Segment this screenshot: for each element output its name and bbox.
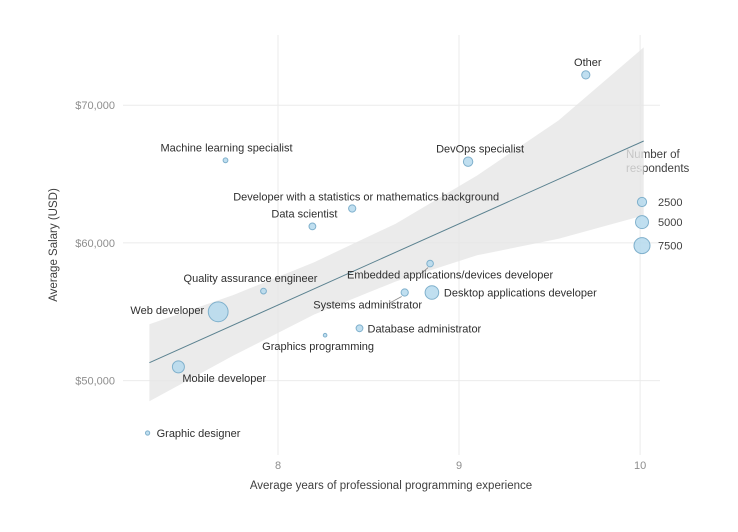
label-connector [420,267,429,274]
x-tick-label: 9 [456,460,462,472]
data-point-label: Data scientist [271,208,337,220]
x-tick-label: 8 [275,460,281,472]
legend-size-circle [633,237,651,255]
data-point-label: Graphics programming [262,341,374,353]
data-point-label: Mobile developer [182,373,266,385]
data-point-bubble [355,324,364,333]
data-point-bubble [400,288,409,297]
data-point-bubble [426,259,434,268]
data-point-label: Web developer [130,305,204,317]
data-point-bubble [462,156,474,167]
data-point-label: Database administrator [368,323,482,335]
label-connector [388,296,402,304]
data-point-label: Systems administrator [313,300,422,312]
y-tick-label: $60,000 [75,238,115,250]
trend-line [149,140,644,364]
data-point-label: Desktop applications developer [444,288,597,300]
legend-size-circle [635,215,649,230]
y-tick-label: $70,000 [75,100,115,112]
data-point-label: Machine learning specialist [160,142,292,154]
y-axis-title: Average Salary (USD) [48,188,60,302]
x-tick-label: 10 [634,460,646,472]
data-point-label: Embedded applications/devices developer [347,270,553,282]
data-point-label: Other [574,57,602,69]
data-point-bubble [145,430,151,436]
legend-size-label: 2500 [658,197,682,209]
data-point-bubble [424,285,440,300]
data-point-bubble [348,204,357,213]
data-point-label: DevOps specialist [436,144,524,156]
legend-size-label: 7500 [658,241,682,253]
data-point-bubble [308,222,317,231]
data-point-bubble [322,332,328,338]
data-point-bubble [260,287,267,295]
data-point-bubble [207,301,229,323]
confidence-band [149,47,644,402]
data-point-label: Quality assurance engineer [184,273,318,285]
data-point-bubble [171,360,185,374]
y-tick-label: $50,000 [75,376,115,388]
data-point-bubble [581,70,591,80]
x-axis-title: Average years of professional programmin… [250,480,532,492]
legend-size-circle [636,196,648,208]
legend-size-label: 5000 [658,217,682,229]
data-point-bubble [222,157,229,164]
data-point-label: Developer with a statistics or mathemati… [233,192,499,204]
data-point-label: Graphic designer [157,428,241,440]
